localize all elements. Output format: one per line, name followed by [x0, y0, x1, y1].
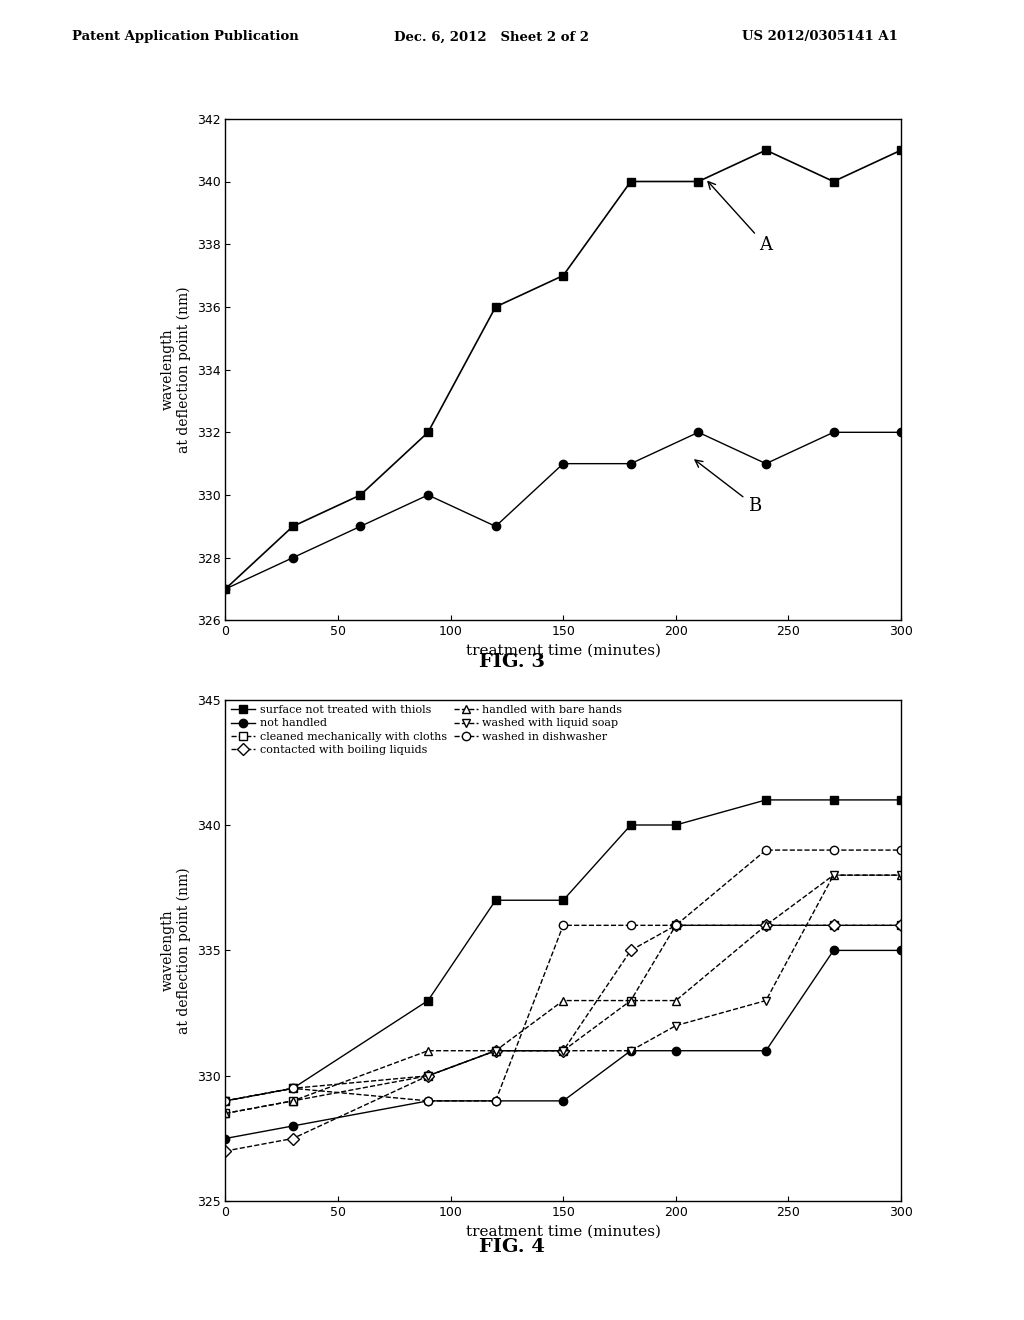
Text: US 2012/0305141 A1: US 2012/0305141 A1 — [742, 30, 898, 44]
Legend: surface not treated with thiols, not handled, cleaned mechanically with cloths, : surface not treated with thiols, not han… — [230, 705, 623, 755]
Y-axis label: wavelength
at deflection point (nm): wavelength at deflection point (nm) — [161, 867, 191, 1034]
Text: A: A — [708, 182, 772, 255]
Text: B: B — [695, 459, 761, 515]
Text: Dec. 6, 2012   Sheet 2 of 2: Dec. 6, 2012 Sheet 2 of 2 — [394, 30, 589, 44]
Text: FIG. 3: FIG. 3 — [479, 653, 545, 672]
Text: FIG. 4: FIG. 4 — [479, 1238, 545, 1257]
X-axis label: treatment time (minutes): treatment time (minutes) — [466, 1225, 660, 1238]
Y-axis label: wavelength
at deflection point (nm): wavelength at deflection point (nm) — [161, 286, 191, 453]
Text: Patent Application Publication: Patent Application Publication — [72, 30, 298, 44]
X-axis label: treatment time (minutes): treatment time (minutes) — [466, 644, 660, 657]
